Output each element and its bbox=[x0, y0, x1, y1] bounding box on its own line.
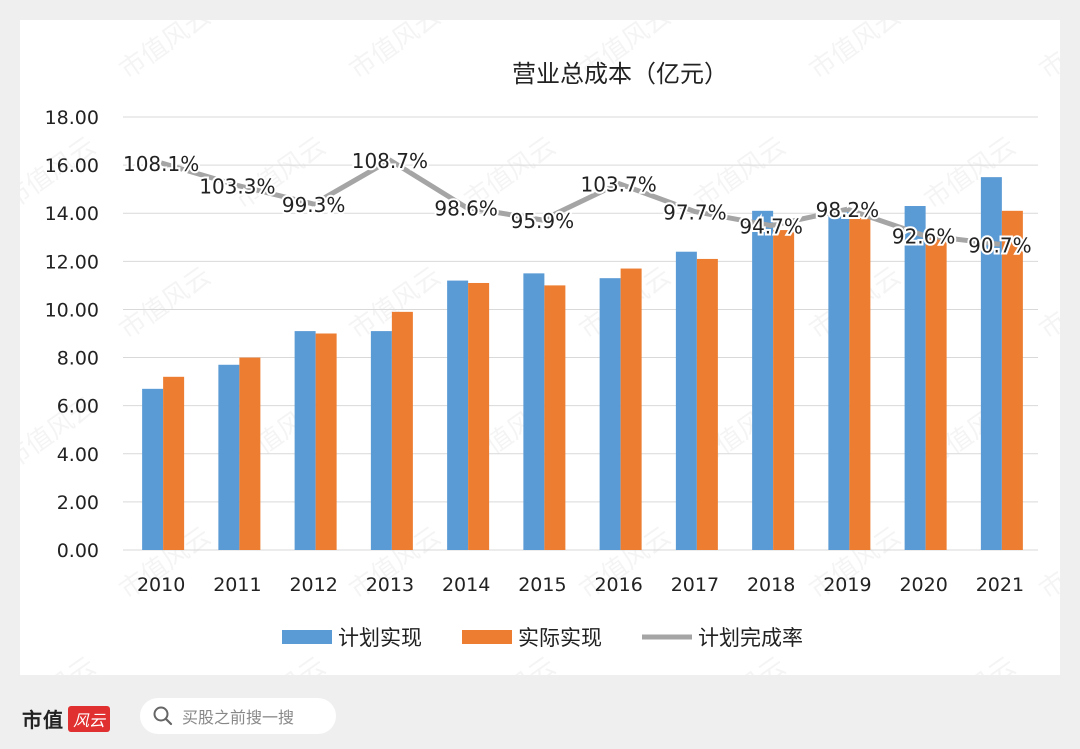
watermark-text: 市值风云 bbox=[919, 131, 1021, 215]
data-label: 97.7% bbox=[663, 201, 727, 225]
brand-logo[interactable]: 市值 风云 bbox=[22, 704, 111, 733]
bar-plan bbox=[828, 210, 850, 551]
search-placeholder: 买股之前搜一搜 bbox=[182, 708, 295, 727]
bar-plan bbox=[675, 251, 697, 550]
data-label: 92.6% bbox=[892, 224, 956, 248]
x-tick-label: 2020 bbox=[899, 574, 947, 596]
x-tick-label: 2015 bbox=[518, 574, 566, 596]
data-label: 108.7% bbox=[352, 149, 428, 173]
data-label: 98.6% bbox=[434, 196, 498, 220]
bar-plan bbox=[904, 206, 926, 550]
bar-actual bbox=[315, 333, 337, 550]
bar-plan bbox=[218, 364, 240, 550]
bar-actual bbox=[544, 285, 566, 550]
watermark-text: 市值风云 bbox=[344, 20, 446, 86]
data-label: 99.3% bbox=[282, 193, 346, 217]
bar-actual bbox=[620, 268, 642, 550]
bar-actual bbox=[849, 218, 871, 551]
watermark-text: 市值风云 bbox=[919, 651, 1021, 675]
x-tick-label: 2017 bbox=[671, 574, 719, 596]
search-icon bbox=[153, 706, 173, 726]
data-label: 95.9% bbox=[511, 209, 575, 233]
y-tick-label: 6.00 bbox=[57, 396, 99, 418]
legend-label: 计划完成率 bbox=[698, 626, 803, 650]
bar-plan bbox=[752, 210, 774, 551]
brand-mark: 风云 bbox=[68, 705, 111, 732]
bar-actual bbox=[468, 282, 490, 550]
x-tick-label: 2021 bbox=[976, 574, 1024, 596]
x-tick-label: 2013 bbox=[366, 574, 414, 596]
x-tick-label: 2016 bbox=[594, 574, 642, 596]
footer: 市值 风云 买股之前搜一搜 bbox=[0, 680, 1080, 749]
watermark-text: 市值风云 bbox=[114, 261, 216, 345]
data-label: 98.2% bbox=[816, 198, 880, 222]
legend-label: 实际实现 bbox=[518, 626, 602, 650]
search-box[interactable]: 买股之前搜一搜 bbox=[140, 698, 336, 734]
chart-card: 市值风云 市值风云 市值风云 市值风云 市值风云 市值风云 市值风云 市值风云 市值风云 市值风云… bbox=[20, 20, 1060, 675]
chart-title: 营业总成本（亿元） bbox=[512, 60, 728, 88]
data-label: 103.3% bbox=[199, 174, 275, 198]
watermark-text: 市值风云 bbox=[804, 20, 906, 86]
y-tick-label: 0.00 bbox=[57, 540, 99, 562]
legend-swatch bbox=[282, 630, 332, 644]
brand-text: 市值 bbox=[22, 708, 64, 732]
bar-plan bbox=[370, 331, 392, 550]
bar-actual bbox=[239, 357, 261, 550]
watermark-text: 市值风云 bbox=[1034, 521, 1060, 605]
bar-actual bbox=[773, 230, 795, 551]
y-tick-label: 2.00 bbox=[57, 492, 99, 514]
x-tick-label: 2014 bbox=[442, 574, 490, 596]
watermark-text: 市值风云 bbox=[1034, 20, 1060, 86]
bar-plan bbox=[447, 280, 469, 550]
x-tick-label: 2019 bbox=[823, 574, 871, 596]
watermark-text: 市值风云 bbox=[114, 20, 216, 86]
bar-plan bbox=[142, 388, 164, 550]
bar-plan bbox=[599, 278, 621, 550]
legend-swatch bbox=[462, 630, 512, 644]
bar-actual bbox=[1001, 210, 1023, 551]
legend-label: 计划实现 bbox=[338, 626, 422, 650]
bar-plan bbox=[980, 177, 1002, 550]
y-tick-label: 18.00 bbox=[45, 107, 99, 129]
x-tick-label: 2012 bbox=[289, 574, 337, 596]
x-tick-label: 2018 bbox=[747, 574, 795, 596]
y-tick-label: 14.00 bbox=[45, 203, 99, 225]
y-tick-label: 10.00 bbox=[45, 299, 99, 321]
y-tick-label: 12.00 bbox=[45, 251, 99, 273]
x-tick-label: 2010 bbox=[137, 574, 185, 596]
bar-plan bbox=[294, 331, 316, 550]
data-label: 108.1% bbox=[123, 152, 199, 176]
watermark-text: 市值风云 bbox=[459, 651, 561, 675]
bar-actual bbox=[925, 232, 947, 550]
bar-actual bbox=[696, 258, 718, 550]
y-tick-label: 8.00 bbox=[57, 348, 99, 370]
data-label: 90.7% bbox=[968, 233, 1032, 257]
watermark-text: 市值风云 bbox=[229, 651, 331, 675]
watermark-text: 市值风云 bbox=[1034, 261, 1060, 345]
watermark-text: 市值风云 bbox=[689, 651, 791, 675]
bar-actual bbox=[163, 376, 185, 550]
data-label: 94.7% bbox=[739, 215, 803, 239]
y-tick-label: 4.00 bbox=[57, 444, 99, 466]
y-tick-label: 16.00 bbox=[45, 155, 99, 177]
line-completion-rate bbox=[160, 157, 1001, 247]
bar-plan bbox=[523, 273, 545, 550]
data-label: 103.7% bbox=[580, 173, 656, 197]
bar-actual bbox=[391, 311, 413, 550]
x-tick-label: 2011 bbox=[213, 574, 261, 596]
watermark-text: 市值风云 bbox=[20, 651, 102, 675]
